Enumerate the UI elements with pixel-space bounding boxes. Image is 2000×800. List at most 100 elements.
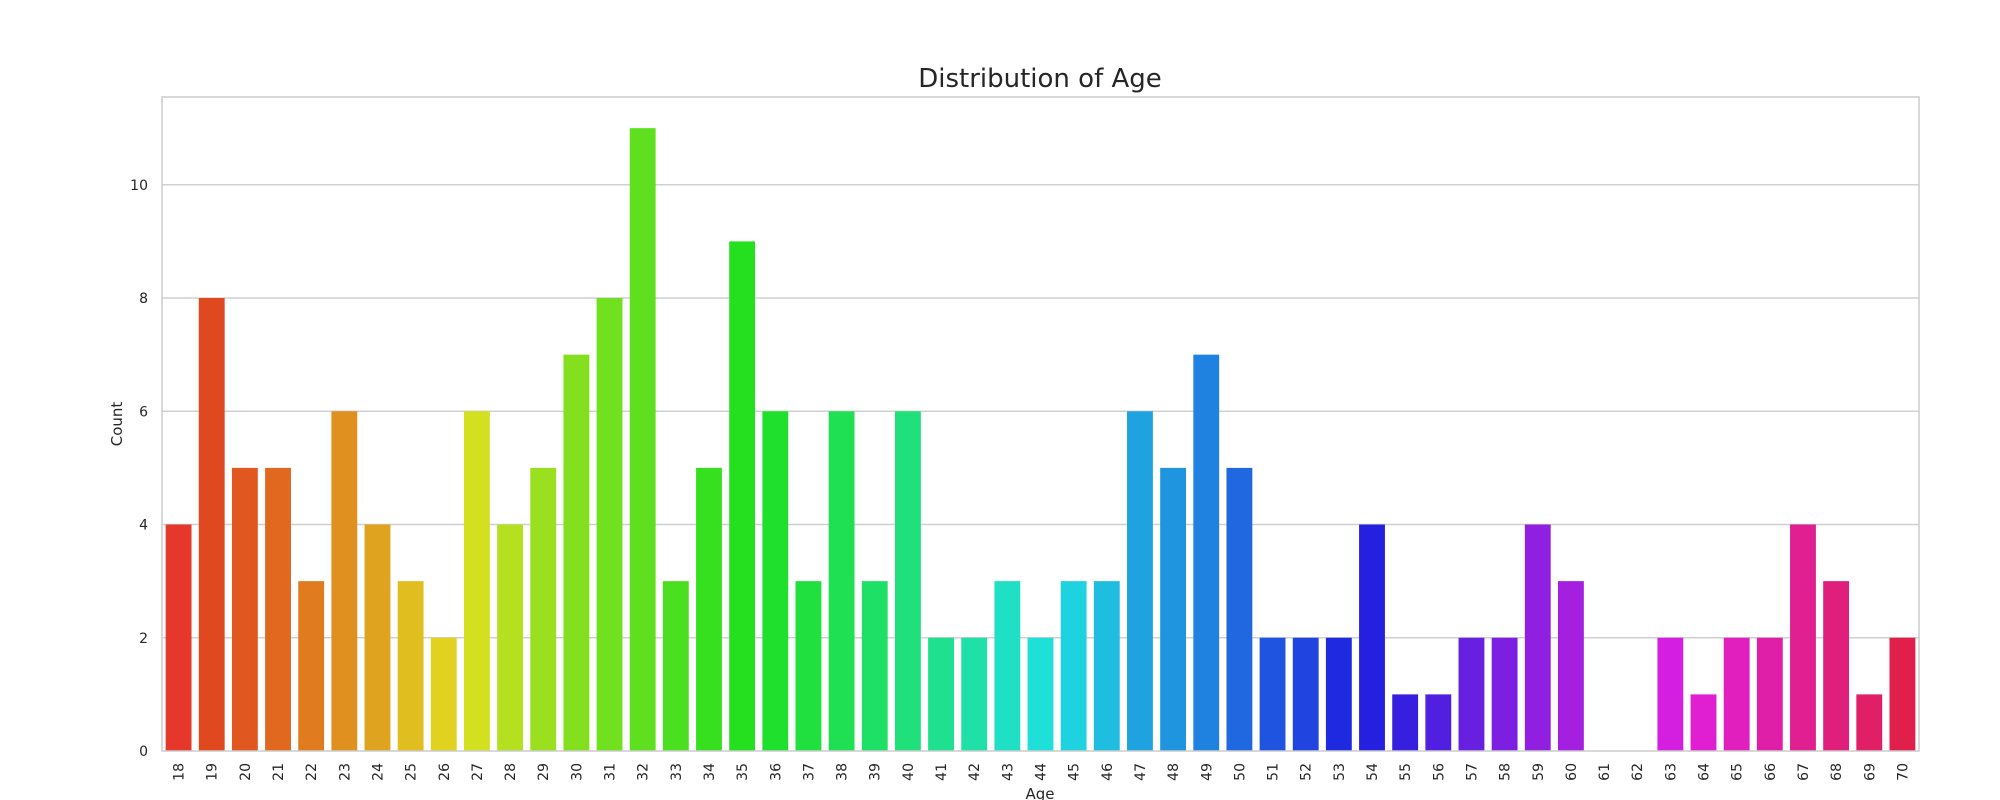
y-tick-label: 6 <box>139 404 148 420</box>
bar-age-46 <box>1093 581 1120 751</box>
x-tick-label: 70 <box>1895 763 1911 781</box>
y-tick-label: 8 <box>139 291 148 307</box>
bar-age-56 <box>1425 694 1452 751</box>
bar-age-19 <box>198 298 225 751</box>
x-tick-label: 18 <box>172 763 188 781</box>
bar-age-18 <box>165 524 192 751</box>
x-tick-label: 35 <box>735 763 751 781</box>
x-tick-label: 58 <box>1498 763 1514 781</box>
bar-age-48 <box>1160 467 1187 751</box>
x-tick-label: 66 <box>1763 763 1779 781</box>
bar-age-44 <box>1027 637 1054 751</box>
x-tick-label: 50 <box>1232 763 1248 781</box>
plot-frame <box>161 96 1920 752</box>
x-tick-label: 28 <box>503 763 519 781</box>
bar-age-36 <box>762 411 789 751</box>
x-tick-label: 68 <box>1829 763 1845 781</box>
bar-age-47 <box>1127 411 1153 751</box>
x-tick-label: 47 <box>1133 763 1149 781</box>
y-tick-label: 4 <box>139 518 148 534</box>
x-tick-label: 31 <box>603 763 619 781</box>
x-tick-label: 60 <box>1564 763 1580 781</box>
x-tick-label: 32 <box>636 763 652 781</box>
x-tick-label: 59 <box>1531 763 1547 781</box>
x-tick-label: 24 <box>370 763 386 781</box>
bar-age-66 <box>1756 637 1783 751</box>
x-tick-label: 54 <box>1365 763 1381 781</box>
bars <box>165 128 1916 752</box>
bar-age-30 <box>563 354 590 751</box>
bar-age-25 <box>397 581 424 751</box>
bar-age-22 <box>298 581 325 751</box>
x-tick-label: 34 <box>702 763 718 781</box>
bar-age-64 <box>1690 694 1717 751</box>
x-tick-label: 37 <box>801 763 817 781</box>
bar-age-33 <box>662 581 689 751</box>
y-axis-label: Count <box>108 402 126 447</box>
bar-age-31 <box>596 298 623 751</box>
x-tick-label: 33 <box>669 763 685 781</box>
x-tick-label: 19 <box>205 763 221 781</box>
bar-age-34 <box>696 467 722 751</box>
x-tick-label: 63 <box>1663 763 1679 781</box>
bar-age-59 <box>1524 524 1551 751</box>
bar-age-32 <box>629 128 656 752</box>
x-tick-label: 38 <box>835 763 851 781</box>
x-tick-label: 55 <box>1398 763 1414 781</box>
x-tick-label: 67 <box>1796 763 1812 781</box>
bar-age-37 <box>795 581 822 751</box>
x-tick-label: 53 <box>1332 763 1348 781</box>
bar-age-38 <box>828 411 855 751</box>
x-tick-label: 64 <box>1697 763 1713 781</box>
bar-age-60 <box>1557 581 1584 751</box>
x-tick-label: 49 <box>1199 763 1215 781</box>
bar-age-26 <box>430 637 457 751</box>
x-tick-label: 51 <box>1266 763 1282 781</box>
x-tick-label: 44 <box>1034 763 1050 781</box>
bar-age-57 <box>1458 637 1485 751</box>
bar-age-28 <box>497 524 524 751</box>
x-tick-label: 22 <box>304 763 320 781</box>
x-tick-label: 62 <box>1630 763 1646 781</box>
bar-age-39 <box>861 581 888 751</box>
bar-age-49 <box>1193 354 1220 751</box>
chart-title: Distribution of Age <box>918 64 1162 94</box>
x-tick-label: 61 <box>1597 763 1613 781</box>
x-tick-label: 21 <box>271 763 287 781</box>
x-tick-label: 45 <box>1067 763 1083 781</box>
bar-age-63 <box>1657 637 1684 751</box>
bar-age-53 <box>1325 637 1352 751</box>
bar-age-58 <box>1491 637 1518 751</box>
bar-age-54 <box>1359 524 1385 751</box>
bar-age-21 <box>265 467 291 751</box>
x-tick-label: 52 <box>1299 763 1315 781</box>
x-tick-label: 69 <box>1862 763 1878 781</box>
x-tick-label: 56 <box>1431 763 1447 781</box>
x-tick-label: 65 <box>1730 763 1746 781</box>
x-tick-label: 27 <box>470 763 486 781</box>
x-tick-label: 43 <box>1000 763 1016 781</box>
bar-age-20 <box>231 467 258 751</box>
bar-age-42 <box>961 637 988 751</box>
bar-age-69 <box>1856 694 1883 751</box>
bar-age-51 <box>1259 637 1286 751</box>
x-tick-labels: 18 19 20 21 22 23 24 25 26 27 28 29 30 31 32 33 34 35 36 37… <box>172 763 1912 781</box>
bar-age-41 <box>928 637 954 751</box>
bar-age-35 <box>729 241 756 751</box>
bar-age-50 <box>1226 467 1253 751</box>
y-tick-labels: 0 2 4 6 8 10 <box>130 178 148 760</box>
x-tick-label: 20 <box>238 763 254 781</box>
bar-age-29 <box>530 467 557 751</box>
x-tick-label: 30 <box>569 763 585 781</box>
bar-age-52 <box>1292 637 1319 751</box>
bar-age-43 <box>994 581 1021 751</box>
y-tick-label: 2 <box>139 631 148 647</box>
bar-age-27 <box>464 411 490 751</box>
bar-age-40 <box>894 411 921 751</box>
bar-age-70 <box>1889 637 1916 751</box>
x-tick-label: 25 <box>404 763 420 781</box>
bar-age-68 <box>1823 581 1850 751</box>
x-tick-label: 48 <box>1166 763 1182 781</box>
bar-age-24 <box>364 524 391 751</box>
